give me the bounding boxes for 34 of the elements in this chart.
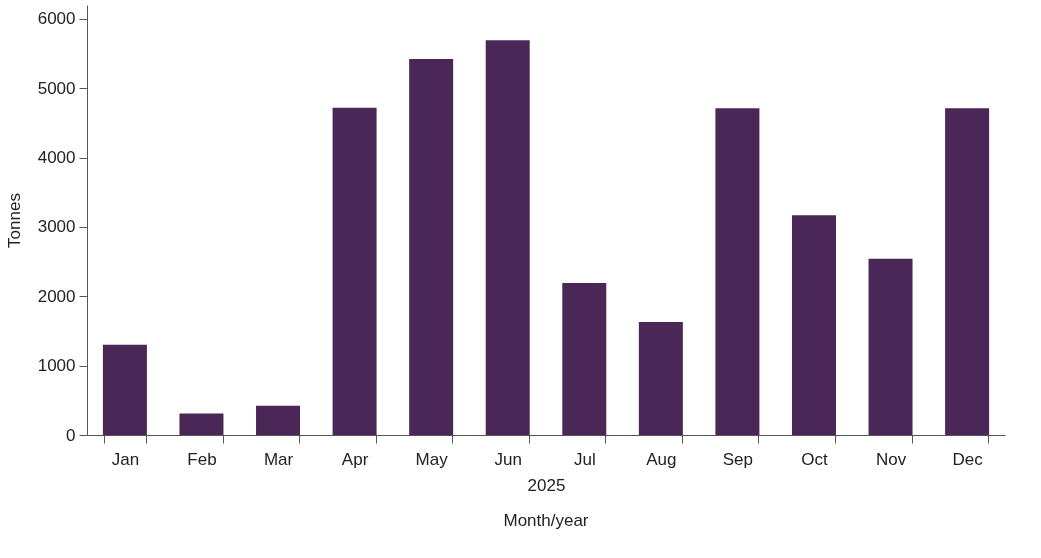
- x-tick-label: Oct: [801, 449, 828, 469]
- x-tick-label: Jan: [111, 449, 140, 469]
- bar: [409, 59, 454, 435]
- bar: [179, 413, 224, 435]
- x-tick-label: Apr: [341, 449, 369, 469]
- x-tick-label: Jul: [573, 449, 596, 469]
- bar: [638, 321, 683, 435]
- x-tick-label: Aug: [646, 449, 677, 469]
- x-tick-label: Nov: [875, 449, 907, 469]
- x-tick-label: Jun: [494, 449, 522, 469]
- y-tick-label: 0: [66, 425, 76, 445]
- y-tick-label: 2000: [37, 286, 76, 306]
- y-tick-label: 6000: [37, 9, 76, 29]
- y-tick-label: 1000: [37, 356, 76, 376]
- y-tick-label: 4000: [37, 148, 76, 168]
- y-axis-title: Tonnes: [4, 193, 24, 248]
- x-tick-label: Sep: [722, 449, 754, 469]
- bar: [256, 405, 301, 435]
- x-tick-label: May: [415, 449, 449, 469]
- bar: [485, 40, 530, 435]
- bar: [791, 215, 836, 435]
- bar: [102, 344, 147, 435]
- y-tick-label: 3000: [37, 217, 76, 237]
- bar: [332, 107, 377, 435]
- x-axis-title: Month/year: [503, 511, 589, 530]
- bar: [945, 108, 990, 435]
- x-tick-label: Feb: [187, 449, 217, 469]
- bar: [715, 108, 760, 435]
- x-tick-label: Mar: [263, 449, 294, 469]
- y-tick-label: 5000: [37, 78, 76, 98]
- bar: [562, 283, 607, 435]
- text: 2025: [527, 475, 566, 495]
- bar: [868, 258, 913, 435]
- x-tick-label: Dec: [952, 449, 984, 469]
